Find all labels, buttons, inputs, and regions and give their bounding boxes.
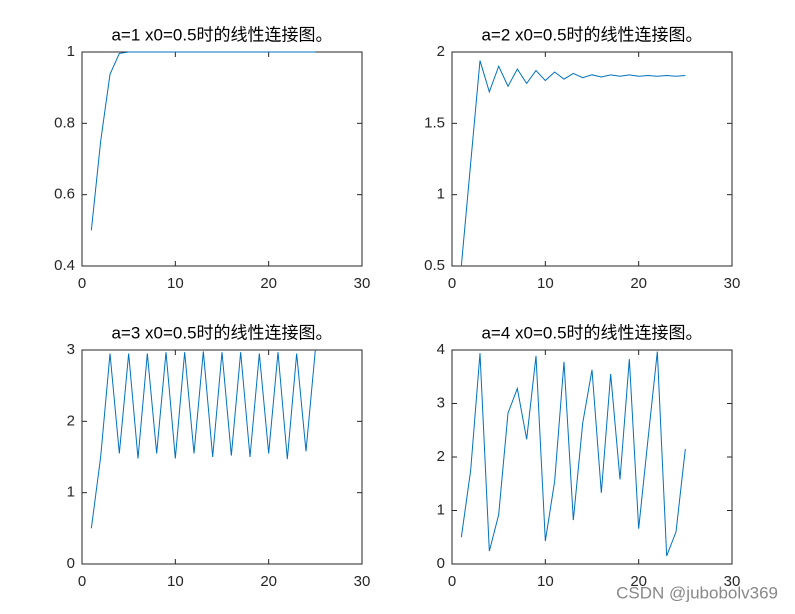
y-tick-label: 3 xyxy=(437,394,445,411)
data-line xyxy=(460,351,686,557)
axes-box xyxy=(451,51,733,267)
subplot-title: a=4 x0=0.5时的线性连接图。 xyxy=(481,323,702,342)
subplot: a=2 x0=0.5时的线性连接图。 0 10 20 30 0.5 1 1.5 2 xyxy=(424,25,740,291)
y-tick-label: 1 xyxy=(437,501,445,518)
x-tick-label: 0 xyxy=(448,275,456,292)
axes-box xyxy=(451,349,733,565)
y-tick-label: 1 xyxy=(437,186,445,203)
x-tick-label: 0 xyxy=(78,275,86,292)
x-tick-label: 0 xyxy=(448,573,456,590)
x-tick-label: 10 xyxy=(167,275,184,292)
data-line xyxy=(90,349,316,529)
x-tick-label: 20 xyxy=(260,573,277,590)
y-tick-label: 1 xyxy=(67,43,75,60)
x-tick-label: 10 xyxy=(167,573,184,590)
subplot: a=1 x0=0.5时的线性连接图。 0 10 20 30 0.4 0.6 0.8 1 xyxy=(54,25,370,291)
subplot: a=4 x0=0.5时的线性连接图。 0 10 20 30 0 1 2 3 4 xyxy=(437,323,741,589)
y-tick-label: 0.4 xyxy=(54,257,75,274)
y-tick-label: 1.5 xyxy=(424,114,445,131)
x-tick-label: 20 xyxy=(260,275,277,292)
x-tick-label: 30 xyxy=(724,275,741,292)
axes-box xyxy=(81,349,363,565)
y-tick-label: 0.5 xyxy=(424,257,445,274)
y-tick-label: 0.6 xyxy=(54,186,75,203)
y-tick-label: 2 xyxy=(437,448,445,465)
y-tick-label: 2 xyxy=(67,412,75,429)
x-tick-label: 10 xyxy=(537,573,554,590)
y-tick-label: 1 xyxy=(67,484,75,501)
x-tick-label: 30 xyxy=(724,573,741,590)
watermark: CSDN @jubobolv369 xyxy=(616,583,778,602)
y-tick-label: 3 xyxy=(67,341,75,358)
x-tick-label: 0 xyxy=(78,573,86,590)
x-tick-label: 10 xyxy=(537,275,554,292)
subplot-title: a=1 x0=0.5时的线性连接图。 xyxy=(111,25,332,44)
y-tick-label: 2 xyxy=(437,43,445,60)
x-tick-label: 30 xyxy=(354,573,371,590)
axes-box xyxy=(81,51,363,267)
y-tick-label: 0 xyxy=(67,555,75,572)
subplot: a=3 x0=0.5时的线性连接图。 0 10 20 30 0 1 2 3 xyxy=(67,323,371,589)
y-tick-label: 0.8 xyxy=(54,114,75,131)
x-tick-label: 30 xyxy=(354,275,371,292)
subplot-title: a=2 x0=0.5时的线性连接图。 xyxy=(481,25,702,44)
y-tick-label: 0 xyxy=(437,555,445,572)
subplot-title: a=3 x0=0.5时的线性连接图。 xyxy=(111,323,332,342)
data-line xyxy=(90,51,316,231)
data-line xyxy=(460,60,686,267)
y-tick-label: 4 xyxy=(437,341,445,358)
x-tick-label: 20 xyxy=(630,275,647,292)
x-tick-label: 20 xyxy=(630,573,647,590)
